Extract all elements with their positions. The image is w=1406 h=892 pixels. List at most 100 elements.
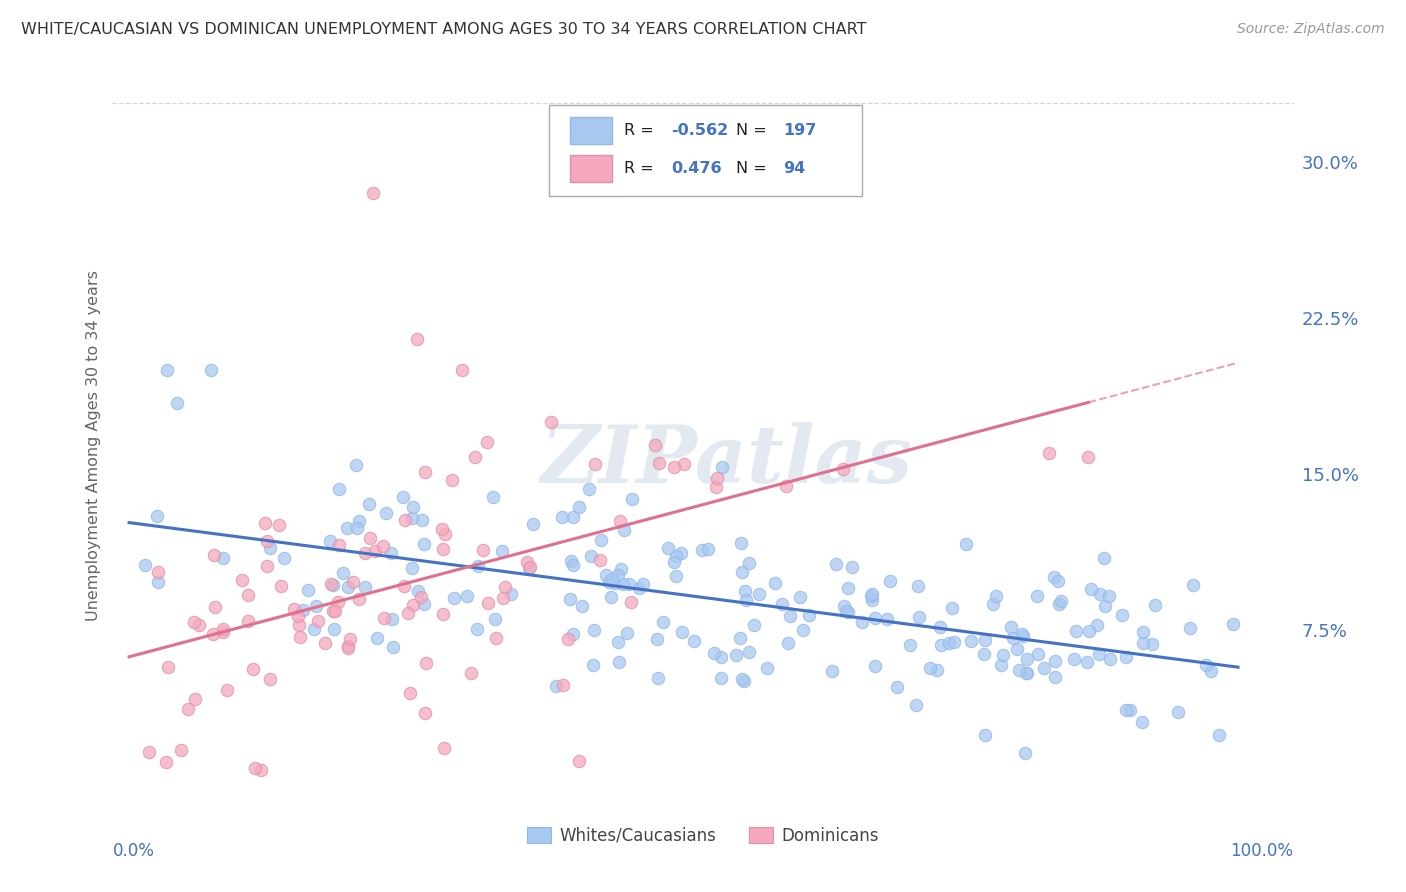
Point xyxy=(664,549,686,563)
Point xyxy=(1014,746,1036,760)
Point xyxy=(737,556,759,570)
Point xyxy=(1098,652,1121,666)
Text: 94: 94 xyxy=(783,161,806,176)
Text: 197: 197 xyxy=(783,123,817,138)
Point xyxy=(146,574,169,589)
Point xyxy=(253,516,276,530)
Point xyxy=(485,632,508,646)
Point xyxy=(613,523,636,537)
Text: N =: N = xyxy=(737,123,772,138)
Point xyxy=(1050,594,1073,608)
Point xyxy=(415,656,437,670)
Point xyxy=(494,580,516,594)
Point xyxy=(1111,608,1133,623)
Point xyxy=(1011,627,1033,641)
Point xyxy=(682,634,704,648)
Point xyxy=(620,595,643,609)
Point xyxy=(1080,582,1102,597)
Point xyxy=(710,671,733,685)
Point xyxy=(1180,621,1202,635)
Point xyxy=(612,577,634,591)
Point xyxy=(401,511,423,525)
Point xyxy=(671,625,693,640)
Point xyxy=(347,592,370,607)
Point xyxy=(711,460,734,475)
Point xyxy=(522,516,544,531)
Point xyxy=(908,609,931,624)
Point xyxy=(212,550,235,565)
Point xyxy=(730,535,752,549)
Point xyxy=(411,590,433,604)
Point xyxy=(904,698,927,713)
Point xyxy=(204,600,226,615)
Point xyxy=(568,500,591,514)
Point xyxy=(553,678,575,692)
Point xyxy=(1087,648,1109,662)
Point xyxy=(516,555,538,569)
Point xyxy=(1142,637,1164,651)
Point xyxy=(973,647,995,661)
Point xyxy=(672,457,695,471)
Point xyxy=(394,512,416,526)
Point xyxy=(138,745,160,759)
Point xyxy=(364,543,387,558)
Point xyxy=(941,601,963,615)
Point xyxy=(434,527,457,541)
Text: N =: N = xyxy=(737,161,772,176)
Point xyxy=(134,558,156,572)
Point xyxy=(484,612,506,626)
Point xyxy=(591,533,613,547)
Point xyxy=(589,553,612,567)
Point xyxy=(1115,703,1137,717)
Point xyxy=(665,568,688,582)
Point xyxy=(734,584,756,599)
Point xyxy=(990,657,1012,672)
Point xyxy=(475,435,498,450)
Point xyxy=(396,607,419,621)
Point xyxy=(1195,657,1218,672)
Point xyxy=(540,415,562,429)
Point xyxy=(212,623,235,637)
Point xyxy=(1033,661,1056,675)
Point xyxy=(1130,714,1153,729)
Point xyxy=(662,459,685,474)
Point xyxy=(170,742,193,756)
Point xyxy=(1045,654,1067,668)
Point xyxy=(231,573,253,587)
Point xyxy=(1088,587,1111,601)
Point xyxy=(328,538,350,552)
Legend: Whites/Caucasians, Dominicans: Whites/Caucasians, Dominicans xyxy=(520,821,886,852)
Point xyxy=(392,579,415,593)
Text: WHITE/CAUCASIAN VS DOMINICAN UNEMPLOYMENT AMONG AGES 30 TO 34 YEARS CORRELATION : WHITE/CAUCASIAN VS DOMINICAN UNEMPLOYMEN… xyxy=(21,22,866,37)
Point xyxy=(402,500,425,515)
Point xyxy=(471,542,494,557)
Point xyxy=(323,622,346,636)
Point xyxy=(183,615,205,630)
Point xyxy=(243,761,266,775)
FancyBboxPatch shape xyxy=(569,117,612,145)
Point xyxy=(706,471,728,485)
Point xyxy=(582,623,605,637)
Point xyxy=(616,625,638,640)
Point xyxy=(991,648,1014,662)
Point xyxy=(1038,446,1060,460)
Point xyxy=(177,702,200,716)
Point xyxy=(288,617,311,632)
Point xyxy=(1076,655,1098,669)
Point xyxy=(441,473,464,487)
Point xyxy=(876,612,898,626)
Point xyxy=(166,396,188,410)
Point xyxy=(583,457,606,471)
Point xyxy=(821,664,844,678)
Point xyxy=(706,480,728,494)
Point xyxy=(1167,705,1189,719)
Point xyxy=(1208,728,1230,742)
Point xyxy=(337,580,360,594)
Point xyxy=(943,635,966,649)
Point xyxy=(322,604,344,618)
Point xyxy=(332,566,354,581)
Point xyxy=(399,686,422,700)
Point xyxy=(319,577,342,591)
Point xyxy=(731,565,754,579)
Point xyxy=(696,541,718,556)
